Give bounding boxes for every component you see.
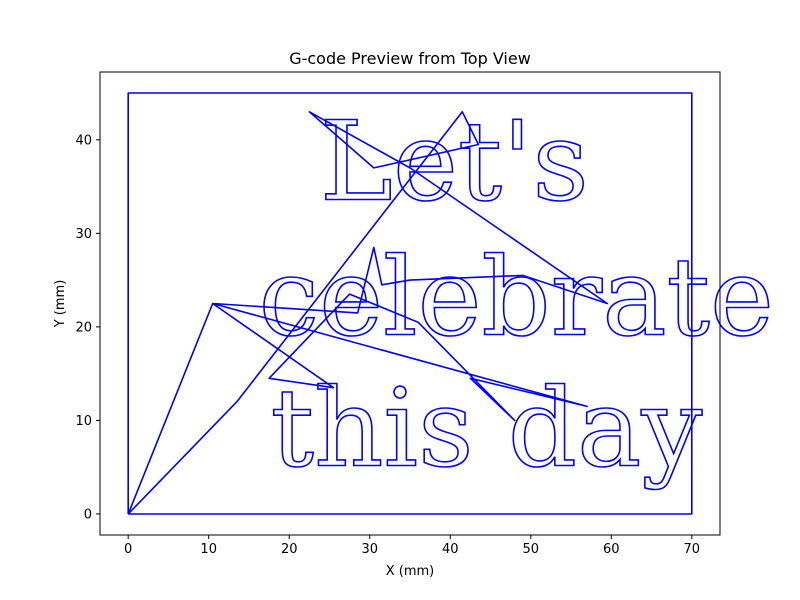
y-axis-label: Y (mm) <box>53 280 68 329</box>
x-tick-label: 40 <box>442 542 459 557</box>
plot-frame <box>99 71 721 536</box>
x-tick-label: 50 <box>523 542 540 557</box>
x-axis-ticks: 0 10 20 30 40 50 60 70 <box>124 535 700 557</box>
y-tick-label: 20 <box>75 320 92 335</box>
gcode-text-line: celebrate <box>259 235 774 360</box>
x-tick-label: 60 <box>603 542 620 557</box>
gcode-text-line: this day <box>271 366 703 491</box>
series-border <box>127 92 693 515</box>
y-tick-label: 10 <box>75 414 92 429</box>
y-axis-ticks: 0 10 20 30 40 <box>75 133 100 522</box>
series-travel-moves <box>127 111 609 515</box>
y-tick-label: 40 <box>75 133 92 148</box>
chart-title: G-code Preview from Top View <box>289 49 531 68</box>
x-tick-label: 0 <box>124 542 132 557</box>
y-tick-label: 30 <box>75 227 92 242</box>
x-tick-label: 30 <box>361 542 378 557</box>
gcode-text-line: Let's <box>320 98 589 226</box>
x-tick-label: 70 <box>684 542 701 557</box>
x-tick-label: 10 <box>200 542 217 557</box>
x-tick-label: 20 <box>281 542 298 557</box>
x-axis-label: X (mm) <box>386 564 435 579</box>
y-tick-label: 0 <box>84 507 92 522</box>
